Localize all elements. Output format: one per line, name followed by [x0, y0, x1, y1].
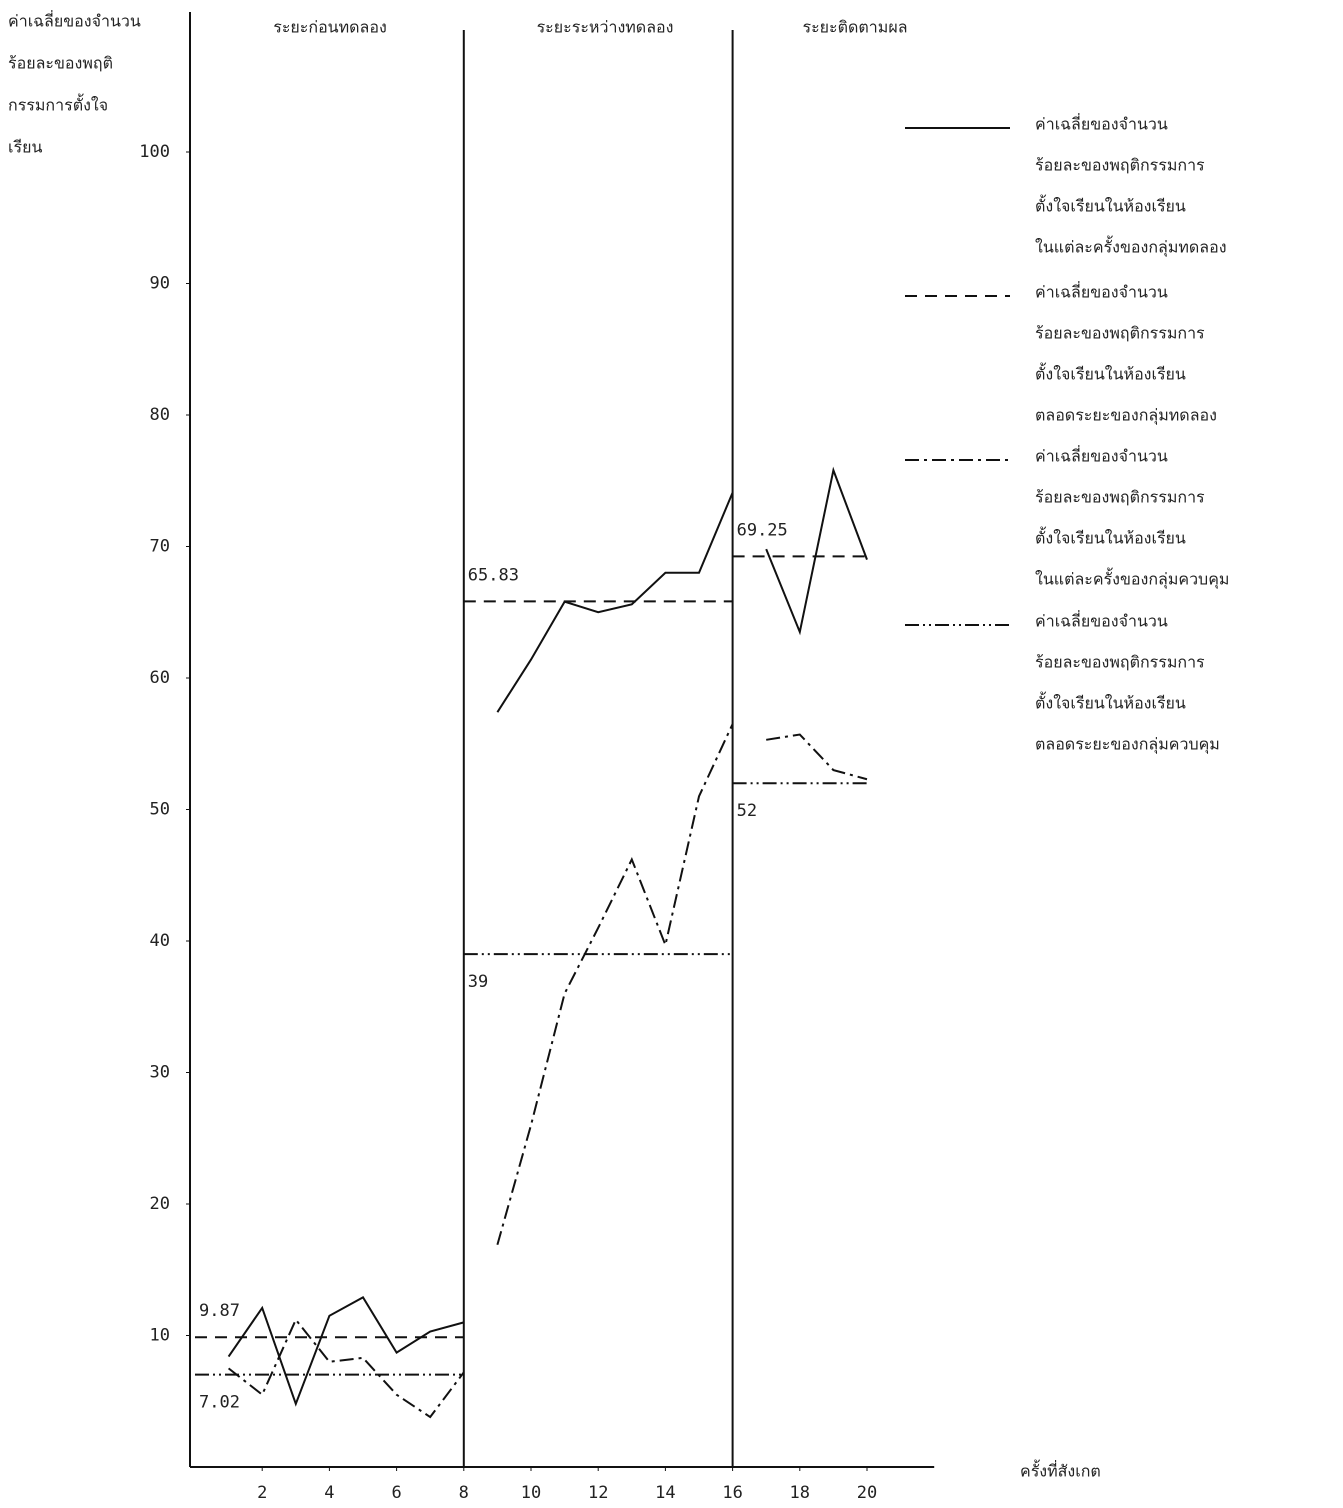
y-tick-label: 100 — [139, 142, 170, 162]
y-tick-label: 50 — [150, 800, 170, 820]
y-tick-label: 70 — [150, 537, 170, 557]
mean-label: 65.83 — [468, 565, 519, 585]
x-tick-label: 8 — [459, 1483, 469, 1503]
legend-label: ในแต่ละครั้งของกลุ่มควบคุม — [1035, 568, 1229, 590]
y-axis-label: ร้อยละของพฤติ — [8, 54, 113, 73]
x-tick-label: 14 — [655, 1483, 675, 1503]
x-tick-label: 18 — [790, 1483, 810, 1503]
y-tick-label: 40 — [150, 931, 170, 951]
x-tick-label: 10 — [521, 1483, 541, 1503]
x-tick-label: 20 — [857, 1483, 877, 1503]
data-line — [496, 492, 734, 713]
y-axis-label: ค่าเฉลี่ยของจำนวน — [8, 10, 141, 31]
data-line — [227, 1317, 465, 1419]
mean-label: 69.25 — [737, 520, 788, 540]
x-tick-label: 16 — [722, 1483, 742, 1503]
x-tick-label: 4 — [324, 1483, 334, 1503]
data-line — [496, 723, 734, 1246]
legend-label: ค่าเฉลี่ยของจำนวน — [1035, 445, 1168, 466]
data-line — [765, 466, 868, 636]
mean-label: 52 — [737, 801, 757, 821]
y-tick-label: 10 — [150, 1326, 170, 1346]
legend-label: ตั้งใจเรียนในห้องเรียน — [1035, 363, 1186, 384]
legend-label: ร้อยละของพฤติกรรมการ — [1035, 488, 1205, 507]
legend-label: ร้อยละของพฤติกรรมการ — [1035, 156, 1205, 175]
data-line — [766, 733, 868, 781]
phase-label: ระยะระหว่างทดลอง — [537, 18, 674, 37]
phase-label: ระยะติดตามผล — [802, 18, 907, 37]
x-axis-label: ครั้งที่สังเกต — [1020, 1460, 1101, 1481]
mean-label: 7.02 — [199, 1393, 240, 1413]
phase-label: ระยะก่อนทดลอง — [273, 18, 387, 37]
mean-label: 39 — [468, 972, 488, 992]
legend-label: ตั้งใจเรียนในห้องเรียน — [1035, 195, 1186, 216]
legend-label: ตลอดระยะของกลุ่มควบคุม — [1035, 735, 1220, 755]
legend-label: ร้อยละของพฤติกรรมการ — [1035, 324, 1205, 343]
legend-label: ค่าเฉลี่ยของจำนวน — [1035, 610, 1168, 631]
legend-label: ร้อยละของพฤติกรรมการ — [1035, 653, 1205, 672]
y-tick-label: 80 — [150, 405, 170, 425]
x-tick-label: 6 — [391, 1483, 401, 1503]
y-axis-label: เรียน — [8, 138, 42, 157]
y-tick-label: 90 — [150, 274, 170, 294]
legend-label: ในแต่ละครั้งของกลุ่มทดลอง — [1035, 236, 1227, 258]
y-tick-label: 20 — [150, 1194, 170, 1214]
y-axis-label: กรรมการตั้งใจ — [8, 94, 108, 115]
legend-label: ตลอดระยะของกลุ่มทดลอง — [1035, 406, 1217, 426]
legend-label: ตั้งใจเรียนในห้องเรียน — [1035, 692, 1186, 713]
y-tick-label: 30 — [150, 1063, 170, 1083]
mean-label: 9.87 — [199, 1301, 240, 1321]
x-tick-label: 12 — [588, 1483, 608, 1503]
legend-label: ค่าเฉลี่ยของจำนวน — [1035, 281, 1168, 302]
data-line — [227, 1296, 465, 1407]
x-tick-label: 2 — [257, 1483, 267, 1503]
legend-label: ตั้งใจเรียนในห้องเรียน — [1035, 527, 1186, 548]
y-tick-label: 60 — [150, 668, 170, 688]
legend-label: ค่าเฉลี่ยของจำนวน — [1035, 113, 1168, 134]
